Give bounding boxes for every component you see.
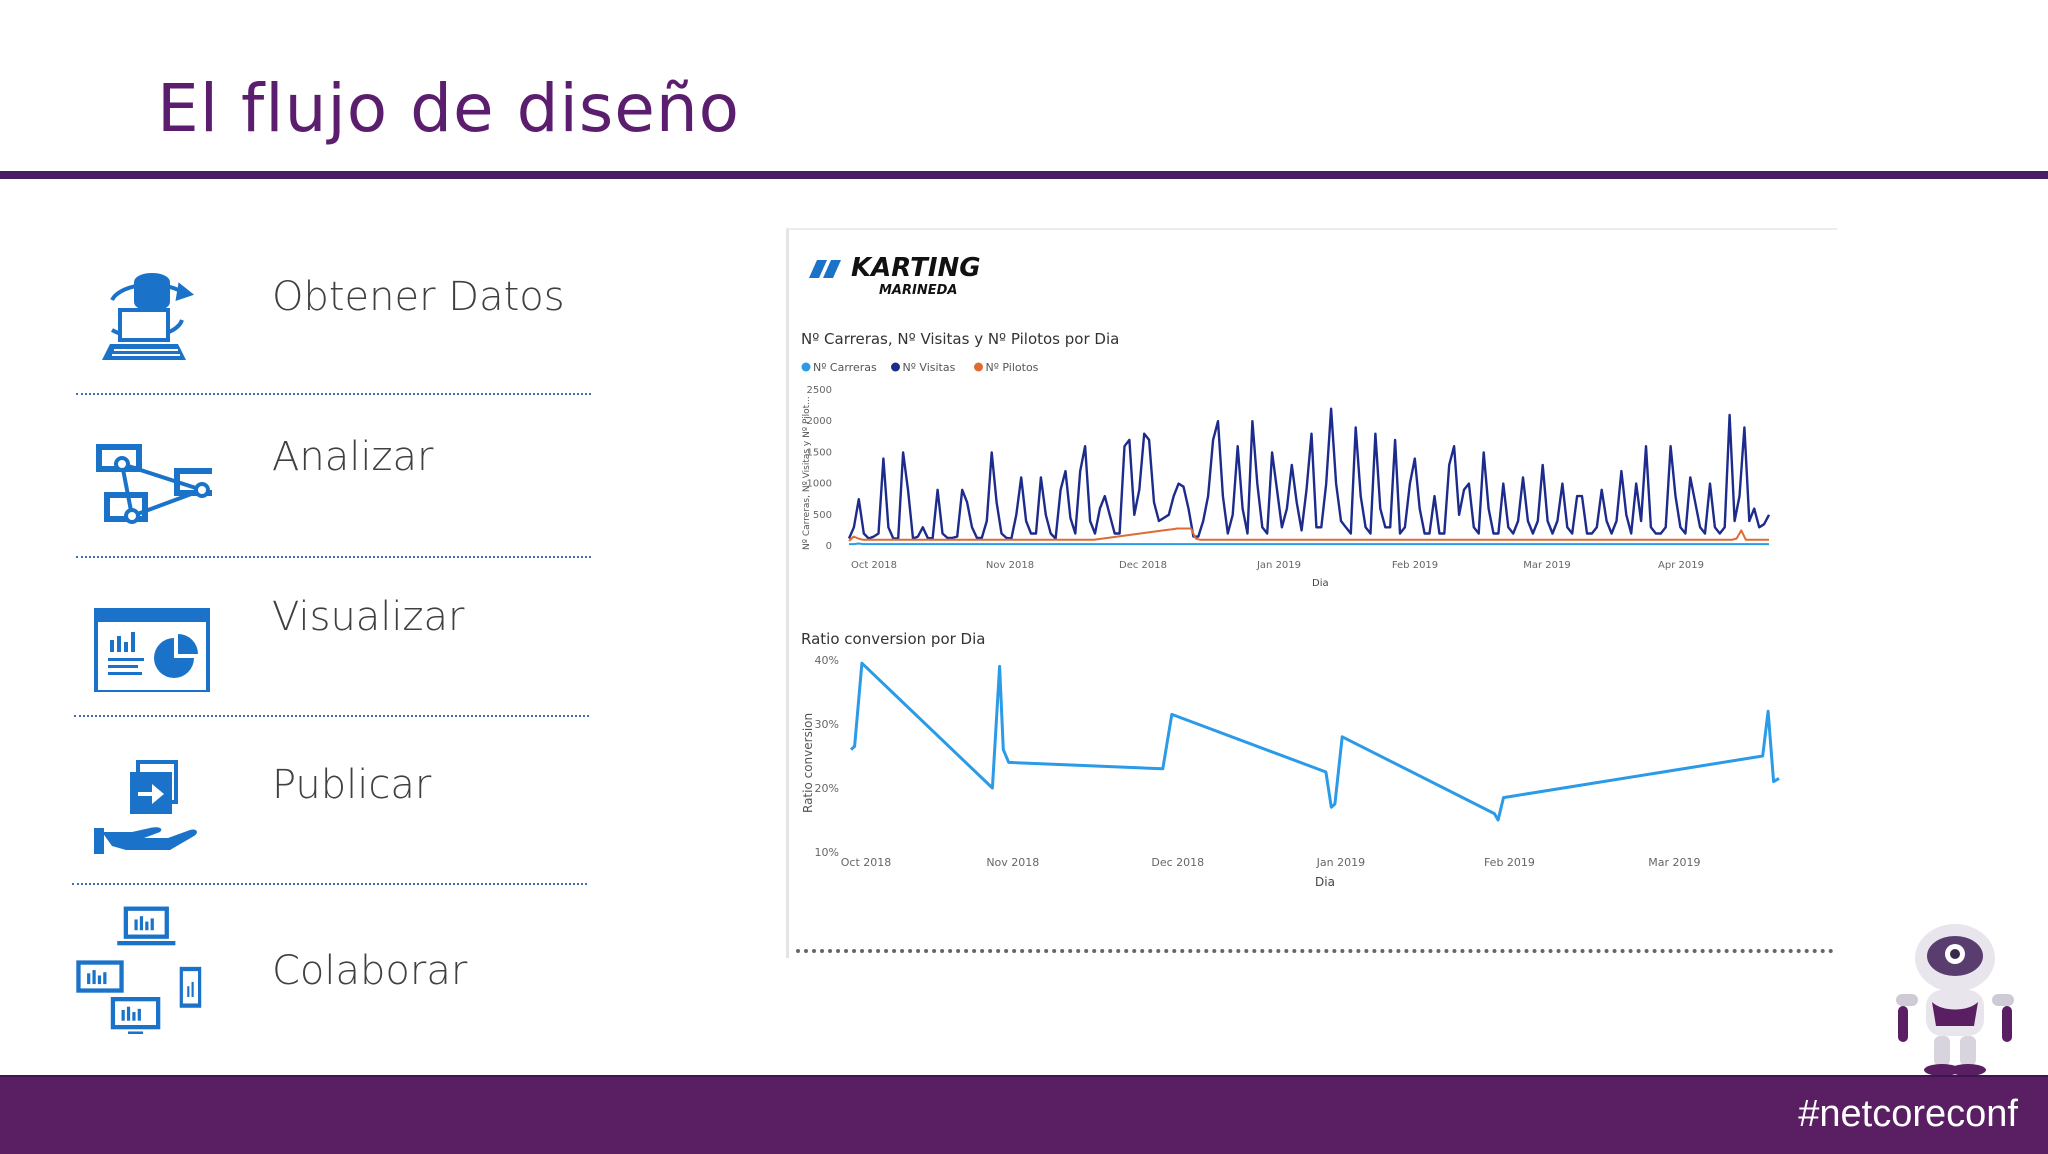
chart1-ytick: 1500 bbox=[807, 447, 832, 458]
legend-swatch bbox=[891, 362, 900, 372]
chart1-ytick: 1000 bbox=[807, 479, 832, 490]
step-label: Analizar bbox=[272, 434, 434, 480]
slide-title: El flujo de diseño bbox=[157, 70, 741, 147]
chart1-ytick: 2500 bbox=[807, 385, 832, 396]
legend-swatch bbox=[801, 362, 811, 372]
chart2-xtick: Oct 2018 bbox=[841, 856, 892, 869]
chart1-ytick: 0 bbox=[826, 541, 832, 552]
step-divider bbox=[72, 883, 587, 885]
chart1-xtick: Feb 2019 bbox=[1392, 560, 1438, 571]
chart1-legend: Nº Carreras Nº Visitas Nº Pilotos bbox=[801, 361, 1039, 374]
logo-text: KARTING bbox=[851, 253, 981, 283]
analyze-icon bbox=[96, 444, 212, 524]
chart2-xtick: Jan 2019 bbox=[1316, 856, 1365, 869]
series-line-0 bbox=[849, 542, 1769, 546]
chart1-xtick: Jan 2019 bbox=[1256, 560, 1301, 571]
chart1-xtick: Apr 2019 bbox=[1658, 560, 1704, 571]
legend-label: Nº Carreras bbox=[813, 361, 877, 374]
chart-visits: Nº Carreras, Nº Visitas y Nº Pilotos por… bbox=[801, 330, 1771, 589]
hashtag: #netcoreconf bbox=[1798, 1093, 2018, 1135]
legend-label: Nº Visitas bbox=[903, 361, 956, 374]
chart2-ytick: 40% bbox=[815, 654, 839, 667]
chart1-ytick: 500 bbox=[813, 510, 832, 521]
report-bottom-rule bbox=[796, 949, 1834, 953]
chart1-xlabel: Dia bbox=[1312, 578, 1329, 589]
step-label: Colaborar bbox=[272, 948, 468, 994]
chart-conversion: Ratio conversion por Dia Ratio conversio… bbox=[801, 630, 1780, 889]
chart1-ylabel: Nº Carreras, Nº Visitas y Nº Pilot... bbox=[802, 396, 812, 550]
step-divider bbox=[74, 715, 589, 717]
logo-subtext: MARINEDA bbox=[879, 283, 957, 298]
chart1-xtick: Dec 2018 bbox=[1119, 560, 1167, 571]
step-analyze: Analizar bbox=[72, 410, 592, 560]
chart2-ytick: 30% bbox=[815, 718, 839, 731]
chart2-xlabel: Dia bbox=[1315, 875, 1335, 889]
chart2-xtick: Dec 2018 bbox=[1151, 856, 1204, 869]
step-visualize: Visualizar bbox=[72, 572, 592, 722]
conversion-line bbox=[850, 661, 1780, 822]
visualize-icon bbox=[94, 608, 210, 692]
legend-swatch bbox=[974, 362, 983, 372]
report-panel: KARTING MARINEDA Nº Carreras, Nº Visitas… bbox=[786, 228, 1837, 958]
robot-mascot-icon bbox=[1896, 924, 2014, 1076]
chart2-ytick: 20% bbox=[815, 782, 839, 795]
chart2-xtick: Nov 2018 bbox=[986, 856, 1039, 869]
chart1-xtick: Mar 2019 bbox=[1523, 560, 1571, 571]
get-data-icon bbox=[102, 273, 195, 360]
step-label: Publicar bbox=[272, 762, 432, 808]
chart2-ytick: 10% bbox=[815, 846, 839, 859]
step-publish: Publicar bbox=[72, 738, 592, 888]
step-divider bbox=[76, 556, 591, 558]
series-line-1 bbox=[847, 407, 1771, 540]
report-canvas: KARTING MARINEDA Nº Carreras, Nº Visitas… bbox=[801, 253, 1780, 889]
step-divider bbox=[76, 393, 591, 395]
step-label: Obtener Datos bbox=[272, 274, 565, 320]
chart2-title: Ratio conversion por Dia bbox=[801, 630, 985, 648]
series-line-2 bbox=[848, 527, 1769, 542]
chart2-ylabel: Ratio conversion bbox=[801, 713, 815, 813]
step-label: Visualizar bbox=[272, 594, 465, 640]
chart2-xtick: Feb 2019 bbox=[1484, 856, 1535, 869]
collaborate-icon bbox=[76, 906, 202, 1034]
footer-bar: #netcoreconf bbox=[0, 1075, 2048, 1154]
step-get-data: Obtener Datos bbox=[72, 250, 592, 400]
title-rule bbox=[0, 171, 2048, 179]
chart2-xtick: Mar 2019 bbox=[1648, 856, 1700, 869]
chart1-ytick: 2000 bbox=[807, 416, 832, 427]
step-collaborate: Colaborar bbox=[72, 904, 592, 1054]
chart1-xtick: Oct 2018 bbox=[851, 560, 897, 571]
chart1-xtick: Nov 2018 bbox=[986, 560, 1034, 571]
publish-icon bbox=[94, 760, 197, 854]
legend-label: Nº Pilotos bbox=[986, 361, 1039, 374]
chart1-title: Nº Carreras, Nº Visitas y Nº Pilotos por… bbox=[801, 330, 1119, 348]
karting-logo: KARTING MARINEDA bbox=[809, 253, 981, 298]
